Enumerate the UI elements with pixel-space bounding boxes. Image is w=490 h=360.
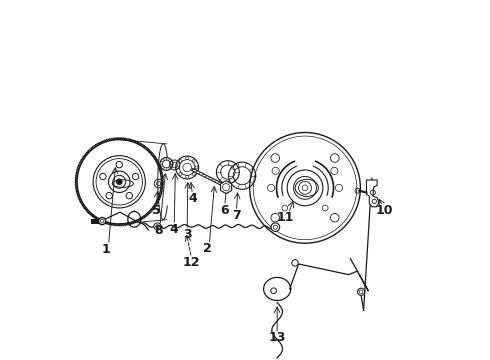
Text: 5: 5 — [152, 204, 161, 217]
Circle shape — [154, 223, 161, 230]
Circle shape — [292, 260, 298, 266]
Text: 11: 11 — [277, 211, 294, 224]
Text: 12: 12 — [183, 256, 200, 269]
Polygon shape — [367, 180, 379, 207]
Text: 13: 13 — [269, 332, 286, 345]
Text: 3: 3 — [183, 228, 192, 241]
Text: 6: 6 — [220, 204, 229, 217]
Circle shape — [249, 132, 360, 243]
Circle shape — [117, 179, 122, 185]
Text: 4: 4 — [189, 192, 197, 205]
Text: 4: 4 — [169, 223, 178, 236]
Text: 7: 7 — [232, 209, 241, 222]
Circle shape — [271, 223, 280, 231]
Circle shape — [358, 288, 365, 296]
Circle shape — [270, 288, 276, 294]
Polygon shape — [220, 181, 232, 194]
Text: 2: 2 — [203, 242, 212, 255]
Text: 10: 10 — [375, 204, 393, 217]
Circle shape — [302, 185, 308, 191]
Circle shape — [98, 217, 106, 225]
Text: 8: 8 — [155, 224, 163, 237]
Text: 1: 1 — [101, 243, 110, 256]
